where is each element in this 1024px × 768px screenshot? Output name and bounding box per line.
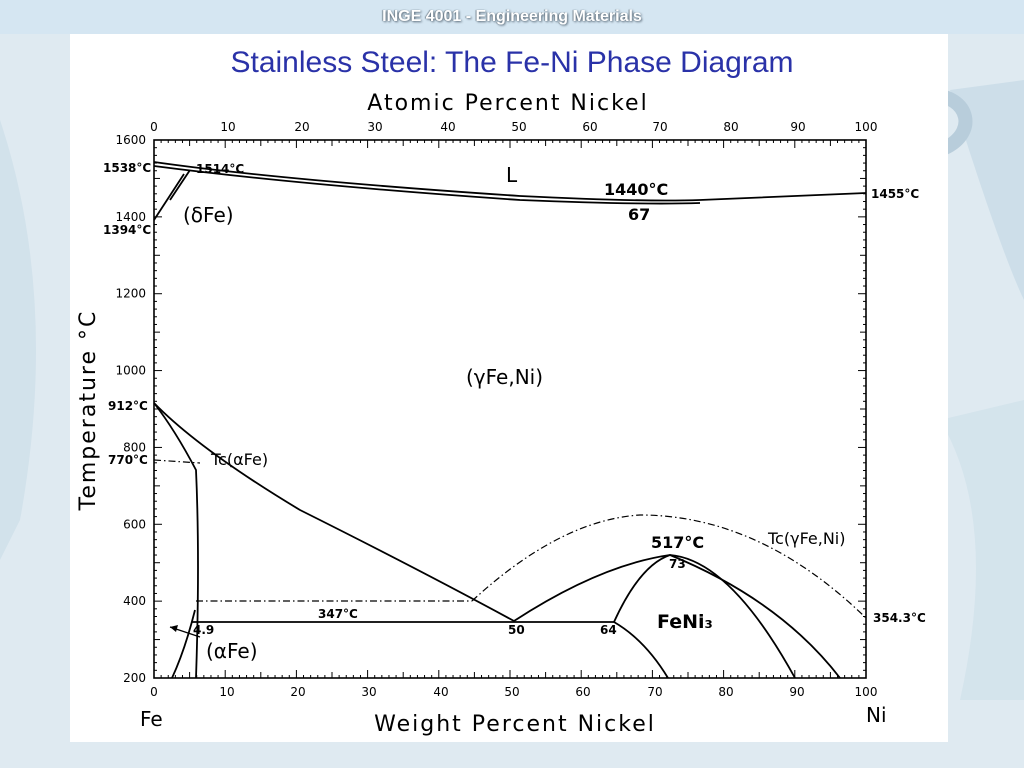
bottom-tick-label: 90 <box>789 685 804 699</box>
label-1394c: 1394°C <box>103 223 151 237</box>
y-tick-label: 1600 <box>115 133 146 147</box>
bottom-tick-label: 80 <box>718 685 733 699</box>
top-tick-label: 10 <box>220 120 235 134</box>
label-73: 73 <box>669 557 686 571</box>
label-1455c: 1455°C <box>871 187 919 201</box>
label-4-9: 4.9 <box>193 623 214 637</box>
bottom-tick-label: 10 <box>219 685 234 699</box>
top-tick-label: 30 <box>367 120 382 134</box>
y-axis-ticks: 1600 1400 1200 1000 800 600 400 200 <box>115 133 146 685</box>
delta-fe-peritectic <box>169 169 191 201</box>
alpha-lower-curve <box>613 621 669 679</box>
plot-frame <box>153 139 867 679</box>
label-1538c: 1538°C <box>103 161 151 175</box>
label-770c: 770°C <box>108 453 148 467</box>
label-354-3c: 354.3°C <box>873 611 926 625</box>
y-tick-label: 1400 <box>115 210 146 224</box>
top-tick-label: 60 <box>582 120 597 134</box>
tc-alpha-fe-line <box>153 459 201 464</box>
gamma-alpha-boundary <box>153 402 515 622</box>
bottom-tick-label: 100 <box>855 685 878 699</box>
bottom-tick-label: 50 <box>504 685 519 699</box>
y-tick-label: 1000 <box>115 364 146 378</box>
bottom-tick-label: 0 <box>150 685 158 699</box>
bottom-tick-label: 30 <box>361 685 376 699</box>
magnetic-transitions <box>153 459 867 619</box>
tc-gamma-fe-ni-curve <box>471 514 867 619</box>
ni-end-label: Ni <box>866 703 887 727</box>
label-517c: 517°C <box>651 533 704 552</box>
feni3-right-boundary <box>669 554 841 679</box>
top-tick-label: 80 <box>723 120 738 134</box>
label-delta-fe: (δFe) <box>183 203 234 227</box>
top-tick-label: 20 <box>294 120 309 134</box>
top-tick-label: 70 <box>652 120 667 134</box>
label-1440c: 1440°C <box>604 180 668 199</box>
label-347c: 347°C <box>318 607 358 621</box>
label-912c: 912°C <box>108 399 148 413</box>
label-tc-gamma-fe-ni: Tc(γFe,Ni) <box>767 529 845 548</box>
top-axis-ticks: 0 10 20 30 40 50 60 70 80 90 100 <box>150 120 877 134</box>
phase-boundaries <box>153 161 867 679</box>
y-tick-label: 400 <box>123 594 146 608</box>
feni3-inner-left <box>613 554 671 623</box>
header-bar: INGE 4001 - Engineering Materials <box>0 0 1024 34</box>
tick-marks <box>153 139 867 679</box>
bottom-axis-ticks: 0 10 20 30 40 50 60 70 80 90 100 <box>150 685 877 699</box>
label-tc-alpha-fe: Tc(αFe) <box>210 450 268 469</box>
slide-panel <box>70 34 948 742</box>
alpha-fe-boundary-bottom <box>171 609 196 679</box>
delta-fe-boundary <box>153 173 185 221</box>
slide-title: Stainless Steel: The Fe-Ni Phase Diagram <box>230 46 794 79</box>
bottom-tick-label: 70 <box>647 685 662 699</box>
label-50: 50 <box>508 623 525 637</box>
label-liquid: L <box>506 163 518 187</box>
label-1514c: 1514°C <box>196 162 244 176</box>
y-tick-label: 600 <box>123 517 146 531</box>
y-axis-title: Temperature °C <box>76 310 101 512</box>
bottom-tick-label: 60 <box>575 685 590 699</box>
liquidus-curve <box>153 161 867 202</box>
top-tick-label: 100 <box>855 120 878 134</box>
y-tick-label: 1200 <box>115 287 146 301</box>
label-gamma-fe-ni: (γFe,Ni) <box>466 365 543 389</box>
y-tick-label: 200 <box>123 671 146 685</box>
top-axis-title: Atomic Percent Nickel <box>367 91 648 116</box>
label-feni3: FeNi₃ <box>657 611 713 633</box>
top-tick-label: 40 <box>440 120 455 134</box>
bottom-tick-label: 20 <box>290 685 305 699</box>
gamma-solvus-left <box>153 402 199 679</box>
course-title: INGE 4001 - Engineering Materials <box>382 8 642 25</box>
top-tick-label: 90 <box>790 120 805 134</box>
y-tick-label: 800 <box>123 440 146 454</box>
top-tick-label: 50 <box>511 120 526 134</box>
fe-end-label: Fe <box>140 707 163 731</box>
bottom-axis-title: Weight Percent Nickel <box>374 712 656 737</box>
top-tick-label: 0 <box>150 120 158 134</box>
label-67: 67 <box>628 205 650 224</box>
solidus-curve <box>153 165 701 205</box>
bottom-tick-label: 40 <box>433 685 448 699</box>
label-alpha-fe: (αFe) <box>206 639 258 663</box>
label-64: 64 <box>600 623 617 637</box>
alpha-fe-arrowhead <box>170 625 178 632</box>
